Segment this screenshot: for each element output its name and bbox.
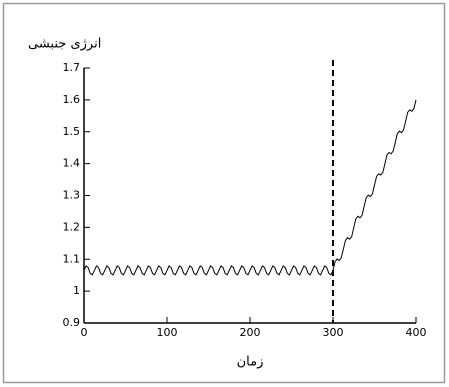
- y-tick-label: 1.6: [63, 93, 81, 106]
- y-tick-label: 1.2: [63, 220, 81, 233]
- y-tick-label: 1.7: [63, 61, 81, 74]
- y-tick-label: 0.9: [63, 316, 81, 329]
- x-tick-label: 300: [323, 326, 344, 339]
- y-axis-label: انرژی جنبشی: [28, 37, 101, 52]
- x-tick-label: 100: [157, 326, 178, 339]
- y-tick-label: 1.4: [63, 157, 81, 170]
- x-tick-label: 0: [81, 326, 88, 339]
- x-tick-label: 400: [406, 326, 427, 339]
- line-series: [83, 99, 417, 276]
- x-tick-label: 200: [240, 326, 261, 339]
- y-tick-label: 1: [73, 284, 80, 297]
- y-tick-label: 1.3: [63, 189, 81, 202]
- frame: [2, 2, 446, 384]
- y-tick-label: 1.1: [63, 252, 81, 265]
- y-tick-label: 1.5: [63, 125, 81, 138]
- x-axis-label: زمان: [237, 355, 264, 370]
